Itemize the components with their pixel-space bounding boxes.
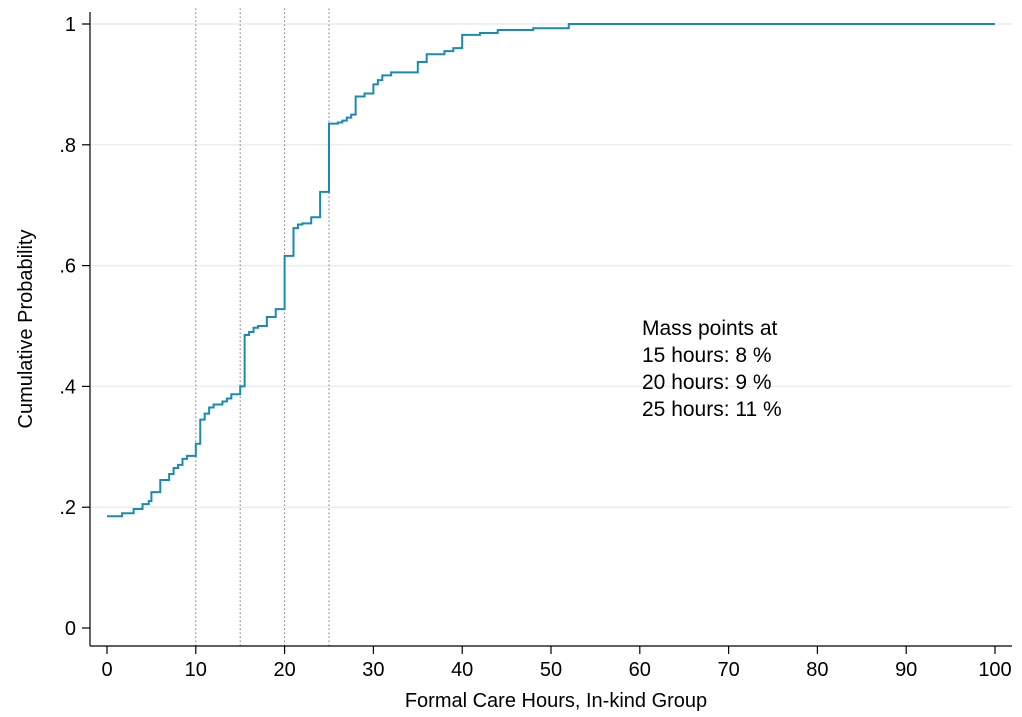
y-tick-label-3: .6: [59, 256, 76, 278]
axes: 0 10 20 30 40 50 60 70 80 90 100 0 .2 .4 .6 .8 1: [59, 12, 1012, 681]
mass-points-annotation: Mass points at 15 hours: 8 % 20 hours: 9 %…: [642, 317, 782, 421]
x-tick-label-30: 30: [362, 659, 384, 681]
y-axis-title: Cumulative Probability: [15, 230, 37, 429]
x-tick-label-80: 80: [806, 659, 828, 681]
y-tick-label-1: .2: [59, 497, 76, 519]
y-tick-label-2: .4: [59, 376, 76, 398]
x-tick-label-60: 60: [629, 659, 651, 681]
x-tick-label-10: 10: [185, 659, 207, 681]
x-tick-label-100: 100: [978, 659, 1011, 681]
x-tick-label-90: 90: [895, 659, 917, 681]
annotation-line-2: 20 hours: 9 %: [642, 371, 772, 394]
x-tick-label-70: 70: [717, 659, 739, 681]
series-layer: [107, 23, 995, 518]
series-line-0: [107, 23, 995, 518]
x-axis-title: Formal Care Hours, In-kind Group: [405, 690, 707, 712]
x-tick-label-40: 40: [451, 659, 473, 681]
annotation-line-0: Mass points at: [642, 317, 778, 340]
y-tick-label-0: 0: [65, 618, 76, 640]
x-tick-label-0: 0: [101, 659, 112, 681]
annotation-line-3: 25 hours: 11 %: [642, 398, 782, 421]
gridlines: [91, 23, 1012, 508]
x-tick-label-20: 20: [273, 659, 295, 681]
y-tick-label-4: .8: [59, 135, 76, 157]
annotation-line-1: 15 hours: 8 %: [642, 344, 772, 367]
x-tick-label-50: 50: [540, 659, 562, 681]
y-tick-label-5: 1: [65, 14, 76, 36]
